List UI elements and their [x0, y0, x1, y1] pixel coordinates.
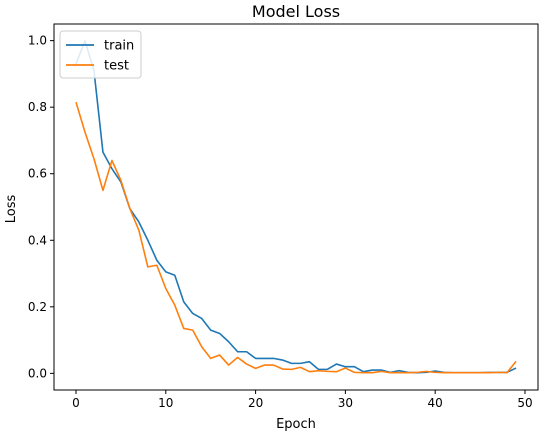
y-tick-label: 0.8: [28, 100, 47, 114]
x-tick-label: 10: [158, 396, 173, 410]
y-tick-label: 0.0: [28, 366, 47, 380]
axes-frame: [53, 23, 539, 391]
legend-label-test: test: [104, 59, 129, 74]
plot-area: 0 10 20 30 40 50 0.0 0.2 0.4 0.6 0.8 1.0: [28, 23, 539, 410]
y-tick-label: 0.2: [28, 300, 47, 314]
legend: train test: [59, 30, 142, 79]
x-tick-label: 50: [517, 396, 532, 410]
x-tick-label: 20: [248, 396, 263, 410]
x-tick-label: 40: [428, 396, 443, 410]
x-tick-label: 0: [72, 396, 80, 410]
legend-box: [59, 30, 142, 79]
y-tick-label: 1.0: [28, 34, 47, 48]
x-tick-label: 30: [338, 396, 353, 410]
y-tick-label: 0.4: [28, 233, 47, 247]
y-tick-label: 0.6: [28, 167, 47, 181]
y-axis-title: Loss: [4, 195, 19, 224]
x-axis-title: Epoch: [276, 417, 316, 432]
legend-label-train: train: [104, 39, 134, 54]
series-line-test: [75, 101, 517, 374]
chart-title: Model Loss: [252, 2, 340, 21]
